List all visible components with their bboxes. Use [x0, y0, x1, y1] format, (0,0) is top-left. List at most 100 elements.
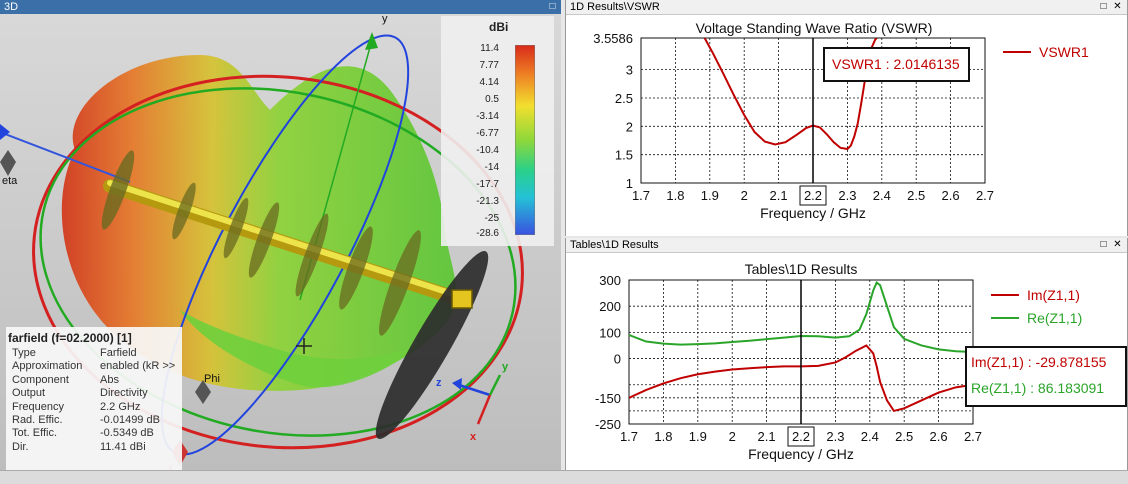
colorbar-tick: 0.5 [485, 94, 499, 105]
director-disc-7 [379, 230, 421, 336]
triad-z-label: z [436, 377, 442, 389]
y-tick-label: 3 [626, 63, 633, 78]
colorbar-tick: -6.77 [476, 128, 499, 139]
legend-label: Im(Z1,1) [1027, 287, 1080, 303]
series-line-0 [703, 38, 878, 151]
colorbar: dBi 11.4 7.77 4.14 0.5 -3.14 -6.77 -10.4… [441, 16, 554, 246]
marker-label-text: VSWR1 : 2.0146135 [832, 56, 960, 72]
theta-axis-arrow-icon [0, 124, 10, 140]
info-key: Approximation [12, 360, 83, 373]
x-tick-label: 1.7 [632, 188, 650, 203]
vswr-titlebar[interactable]: 1D Results\VSWR □ ✕ [566, 0, 1127, 15]
radiation-pattern-body [61, 55, 457, 391]
y-tick-label: 300 [599, 273, 621, 288]
x-tick-label: 2.2 [804, 188, 822, 203]
x-tick-label: 2.2 [792, 429, 810, 444]
info-value: Abs [100, 373, 119, 386]
view3d-panel: 3D □ [0, 0, 561, 470]
x-tick-label: 2 [729, 429, 736, 444]
x-tick-label: 1.9 [689, 429, 707, 444]
vswr-close-icon[interactable]: ✕ [1113, 1, 1122, 12]
info-value: enabled (kR >> [100, 360, 176, 373]
x-tick-label: 1.7 [620, 429, 638, 444]
impedance-chart[interactable]: Tables\1D Results 1.7 1.8 1.9 2 2.1 2.2 2.3 2.4 2… [566, 253, 1127, 470]
impedance-panel-title: Tables\1D Results [570, 239, 659, 251]
colorbar-tick: -10.4 [476, 145, 499, 156]
x-tick-label: 1.8 [666, 188, 684, 203]
y-axis-label: y [382, 14, 388, 25]
series-line-0 [629, 344, 973, 413]
y-tick-label: 3.5586 [593, 31, 633, 46]
x-tick-label: 2.7 [976, 188, 994, 203]
marker-label-text: Re(Z1,1) : 86.183091 [971, 380, 1104, 396]
y-tick-label: 2 [626, 119, 633, 134]
director-disc-3 [223, 197, 249, 259]
director-disc-4 [248, 202, 280, 278]
farfield-info-row: Frequency 2.2 GHz [6, 401, 182, 414]
info-key: Frequency [12, 400, 64, 413]
x-tick-label: 2.6 [942, 188, 960, 203]
x-tick-label: 2.3 [826, 429, 844, 444]
director-disc-5 [295, 213, 329, 297]
vswr-chart[interactable]: Voltage Standing Wave Ratio (VSWR) 1.7 1.8… [566, 15, 1127, 236]
x-tick-label: 2.1 [758, 429, 776, 444]
view3d-maximize-icon[interactable]: □ [549, 1, 556, 12]
x-tick-label: 2.3 [838, 188, 856, 203]
director-disc-2 [172, 182, 196, 240]
info-value: -0.5349 dB [100, 427, 154, 440]
colorbar-tick: -28.6 [476, 228, 499, 239]
red-circle [32, 74, 524, 450]
x-tick-label: 2.4 [873, 188, 891, 203]
view3d-title: 3D [4, 1, 19, 13]
triad-z-arrow-icon [452, 378, 462, 390]
chart-title: Voltage Standing Wave Ratio (VSWR) [696, 20, 933, 36]
x-tick-label: 2.7 [964, 429, 982, 444]
theta-handle-icon[interactable] [0, 150, 16, 176]
chart-title: Tables\1D Results [745, 261, 858, 277]
info-key: Dir. [12, 440, 29, 453]
info-key: Component [12, 373, 69, 386]
legend-label: VSWR1 [1039, 44, 1089, 60]
x-tick-highlight-box [799, 185, 827, 206]
x-tick-label: 2.1 [770, 188, 788, 203]
x-tick-label: 1.9 [701, 188, 719, 203]
impedance-titlebar[interactable]: Tables\1D Results □ ✕ [566, 238, 1127, 253]
y-tick-label: 200 [599, 299, 621, 314]
impedance-panel: Tables\1D Results □ ✕ Tables\1D Results 1… [565, 238, 1128, 470]
marker-label-text: Im(Z1,1) : -29.878155 [971, 354, 1107, 370]
info-value: 2.2 GHz [100, 400, 141, 413]
farfield-info-row: Approximation enabled (kR >> [6, 360, 182, 373]
farfield-info-row: Rad. Effic. -0.01499 dB [6, 414, 182, 427]
radiation-pattern-backlobe [180, 310, 420, 388]
farfield-info-row: Component Abs [6, 374, 182, 387]
y-axis-arrow-icon [365, 32, 378, 50]
info-key: Type [12, 347, 36, 359]
theta-label: eta [2, 175, 18, 187]
phi-handle-icon[interactable] [195, 380, 211, 404]
x-axis-label: Frequency / GHz [760, 205, 866, 221]
impedance-maximize-icon[interactable]: □ [1100, 239, 1107, 250]
vswr-panel: 1D Results\VSWR □ ✕ Voltage Standing Wav… [565, 0, 1128, 236]
farfield-info-row: Output Directivity [6, 387, 182, 400]
marker-label-box [823, 47, 970, 82]
farfield-info-row: Tot. Effic. -0.5349 dB [6, 427, 182, 440]
colorbar-tick: -21.3 [476, 196, 499, 207]
y-tick-label: -250 [595, 417, 621, 432]
x-tick-highlight-box [787, 426, 815, 447]
farfield-info-title: farfield (f=02.2000) [1] [8, 331, 132, 345]
farfield-info-row: Dir. 11.41 dBi [6, 441, 182, 454]
colorbar-tick: 4.14 [479, 77, 499, 88]
series-line-1 [629, 281, 973, 353]
x-axis-label: Frequency / GHz [748, 446, 854, 462]
colorbar-tick: 7.77 [479, 60, 499, 71]
colorbar-unit: dBi [489, 20, 509, 34]
director-disc-1 [101, 150, 135, 230]
impedance-close-icon[interactable]: ✕ [1113, 239, 1122, 250]
farfield-info-box: farfield (f=02.2000) [1] Type Farfield Ap… [6, 327, 182, 470]
farfield-info-row: Type Farfield [6, 347, 182, 360]
vswr-maximize-icon[interactable]: □ [1100, 1, 1107, 12]
x-tick-label: 2.5 [907, 188, 925, 203]
view3d-titlebar[interactable]: 3D □ [0, 0, 561, 15]
x-tick-label: 2.4 [861, 429, 879, 444]
triad-x-label: x [470, 431, 477, 443]
